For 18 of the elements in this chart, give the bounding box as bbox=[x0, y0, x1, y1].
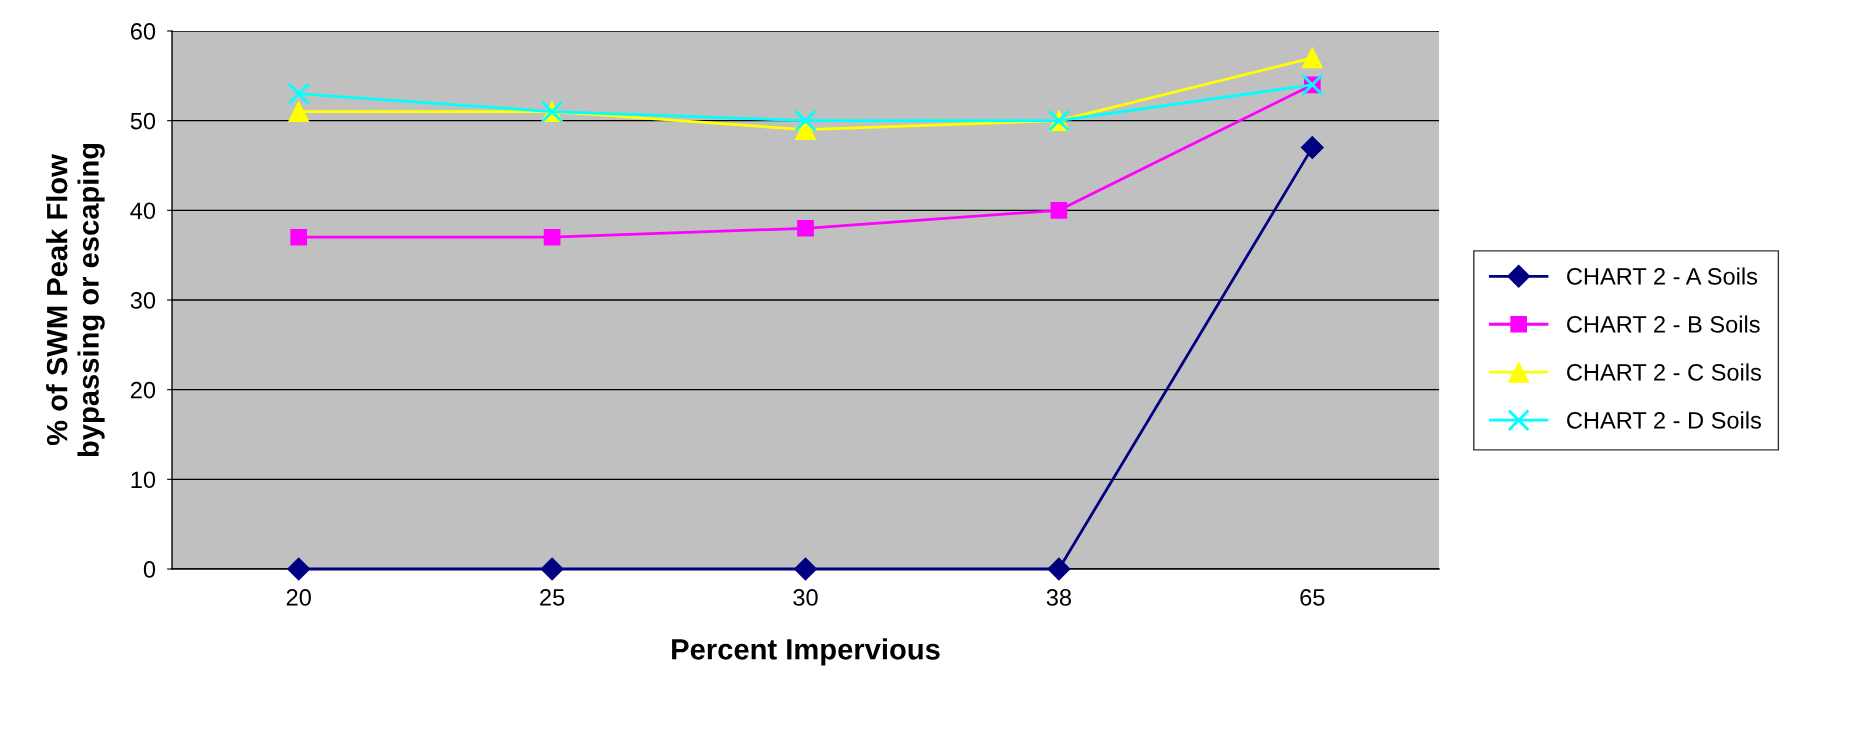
legend-label: CHART 2 - B Soils bbox=[1567, 315, 1760, 333]
y-tick-label: 30 bbox=[130, 292, 156, 309]
legend-label: CHART 2 - A Soils bbox=[1567, 267, 1758, 285]
x-tick-label: 30 bbox=[793, 589, 818, 606]
x-tick-label: 65 bbox=[1300, 589, 1325, 606]
legend-label: CHART 2 - D Soils bbox=[1567, 411, 1761, 429]
x-tick-label: 38 bbox=[1046, 589, 1072, 606]
x-axis-title: Percent Impervious bbox=[672, 638, 940, 666]
y-tick-label: 0 bbox=[143, 561, 156, 578]
y-axis-title: % of SWM Peak Flow bypassing or escaping bbox=[46, 143, 105, 457]
y-tick-label: 60 bbox=[130, 23, 156, 40]
y-tick-label: 40 bbox=[130, 202, 156, 220]
x-tick-label: 25 bbox=[540, 589, 565, 606]
y-tick-label: 50 bbox=[130, 112, 156, 130]
y-tick-label: 20 bbox=[130, 381, 156, 399]
x-tick-label: 20 bbox=[286, 589, 311, 606]
y-tick-label: 10 bbox=[131, 471, 156, 489]
legend-label: CHART 2 - C Soils bbox=[1567, 363, 1761, 381]
